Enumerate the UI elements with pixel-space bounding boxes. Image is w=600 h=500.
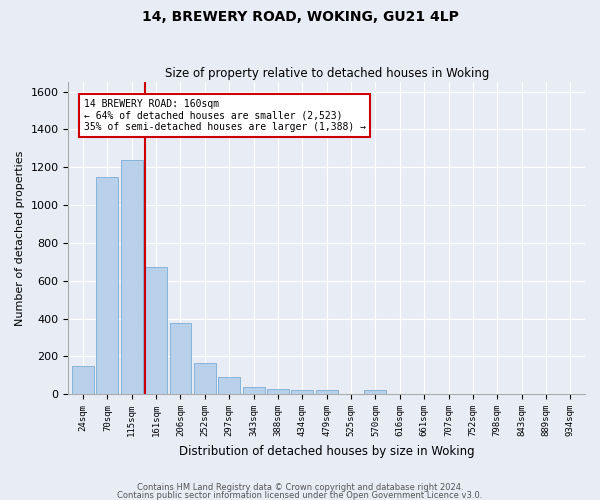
Text: 14 BREWERY ROAD: 160sqm
← 64% of detached houses are smaller (2,523)
35% of semi: 14 BREWERY ROAD: 160sqm ← 64% of detache… <box>83 99 365 132</box>
Bar <box>97 176 118 394</box>
Y-axis label: Number of detached properties: Number of detached properties <box>15 150 25 326</box>
Text: 14, BREWERY ROAD, WOKING, GU21 4LP: 14, BREWERY ROAD, WOKING, GU21 4LP <box>142 10 458 24</box>
Bar <box>292 390 313 394</box>
Bar <box>364 390 386 394</box>
X-axis label: Distribution of detached houses by size in Woking: Distribution of detached houses by size … <box>179 444 475 458</box>
Text: Contains public sector information licensed under the Open Government Licence v3: Contains public sector information licen… <box>118 491 482 500</box>
Bar <box>72 366 94 394</box>
Text: Contains HM Land Registry data © Crown copyright and database right 2024.: Contains HM Land Registry data © Crown c… <box>137 484 463 492</box>
Bar <box>316 390 338 394</box>
Bar <box>194 363 216 394</box>
Bar <box>267 390 289 394</box>
Title: Size of property relative to detached houses in Woking: Size of property relative to detached ho… <box>164 66 489 80</box>
Bar <box>218 377 240 394</box>
Bar <box>170 324 191 394</box>
Bar <box>121 160 143 394</box>
Bar <box>242 386 265 394</box>
Bar <box>145 268 167 394</box>
